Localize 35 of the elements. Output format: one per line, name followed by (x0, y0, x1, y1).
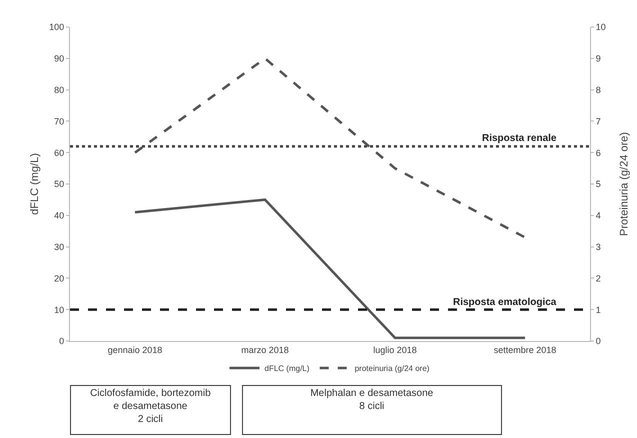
x-tick-label: luglio 2018 (373, 344, 417, 355)
legend-label: dFLC (mg/L) (264, 364, 310, 374)
y-tick-label: 100 (49, 22, 64, 32)
y-axis-title: dFLC (mg/L) (29, 153, 41, 215)
y2-tick-label: 4 (596, 210, 601, 221)
y-tick-label: 30 (54, 242, 64, 252)
y2-tick-label: 6 (596, 148, 601, 158)
y-tick-label: 10 (54, 304, 64, 315)
y2-tick-label: 5 (596, 179, 601, 190)
text: Melphalan e desametasone 8 cicli (310, 388, 434, 412)
y-tick-label: 20 (54, 273, 64, 284)
y2-axis-title: Proteinuria (g/24 ore) (618, 132, 630, 236)
y-tick-label: 80 (54, 84, 64, 95)
y-tick-label: 70 (54, 116, 64, 126)
y2-tick-label: 2 (596, 273, 601, 284)
y2-tick-label: 3 (596, 242, 601, 252)
x-tick-label: marzo 2018 (241, 344, 289, 355)
y2-tick-label: 8 (596, 84, 601, 95)
y-tick-label: 40 (54, 210, 64, 221)
legend-label: proteinuria (g/24 ore) (354, 364, 430, 374)
y2-tick-label: 10 (596, 22, 606, 32)
y2-tick-label: 0 (596, 336, 601, 346)
y2-tick-label: 7 (596, 116, 601, 126)
ref-line-label: Risposta renale (482, 133, 557, 144)
text: Ciclofosfamide, bortezomib e desametasone 2 cicli (90, 388, 212, 425)
line-series (134, 57, 526, 239)
x-tick-label: gennaio 2018 (108, 344, 162, 355)
y-tick-label: 50 (54, 179, 64, 190)
y-tick-label: 90 (54, 54, 64, 64)
y2-tick-label: 1 (596, 304, 601, 315)
y-tick-label: 60 (54, 148, 64, 158)
ref-line-label: Risposta ematologica (453, 297, 557, 308)
x-tick-label: settembre 2018 (494, 344, 556, 355)
y2-tick-label: 9 (596, 54, 601, 64)
y-tick-label: 0 (59, 336, 64, 346)
